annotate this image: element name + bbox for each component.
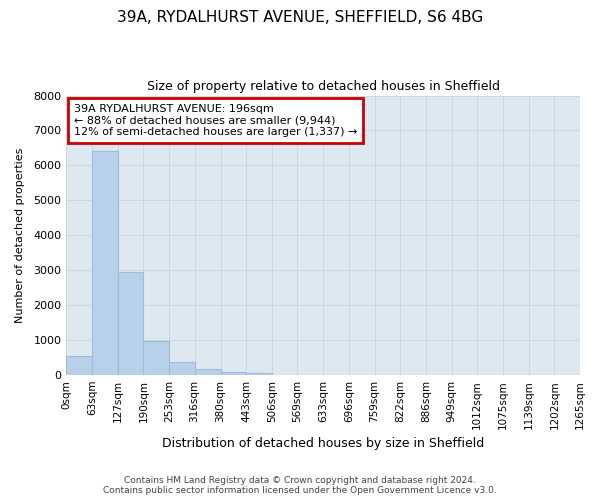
Bar [169, 362, 194, 375]
Bar [67, 356, 92, 375]
X-axis label: Distribution of detached houses by size in Sheffield: Distribution of detached houses by size … [162, 437, 484, 450]
Bar [246, 374, 272, 375]
Bar [194, 369, 221, 375]
Text: 39A RYDALHURST AVENUE: 196sqm
← 88% of detached houses are smaller (9,944)
12% o: 39A RYDALHURST AVENUE: 196sqm ← 88% of d… [74, 104, 358, 137]
Bar [143, 341, 169, 375]
Y-axis label: Number of detached properties: Number of detached properties [15, 148, 25, 323]
Bar [92, 151, 118, 375]
Title: Size of property relative to detached houses in Sheffield: Size of property relative to detached ho… [146, 80, 500, 93]
Bar [118, 272, 143, 375]
Bar [221, 372, 246, 375]
Text: Contains HM Land Registry data © Crown copyright and database right 2024.
Contai: Contains HM Land Registry data © Crown c… [103, 476, 497, 495]
Text: 39A, RYDALHURST AVENUE, SHEFFIELD, S6 4BG: 39A, RYDALHURST AVENUE, SHEFFIELD, S6 4B… [117, 10, 483, 25]
